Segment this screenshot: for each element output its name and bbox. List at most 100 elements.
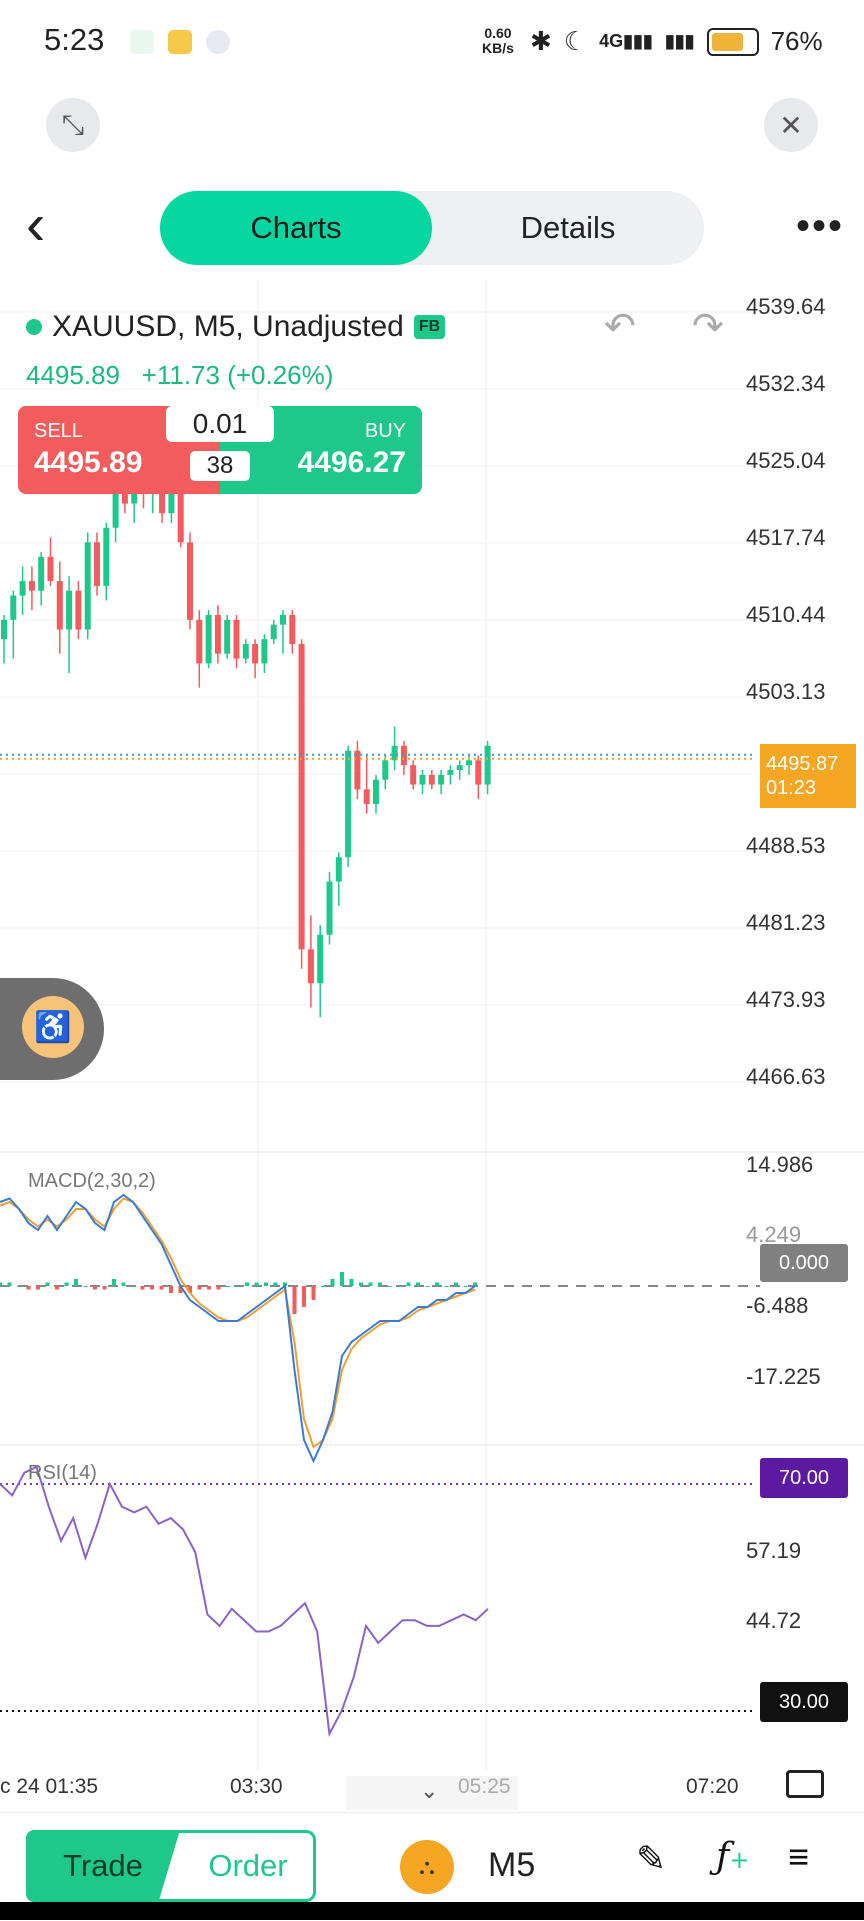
macd-axis-label: 14.986 (746, 1152, 814, 1177)
candle-body (280, 614, 286, 625)
pen-icon: ✎ (636, 1838, 667, 1879)
candle-body (159, 479, 166, 514)
status-bar: 5:23 0.60 KB/s ✱ ☾ 4G▮▮▮ ▮▮▮ 76% (0, 0, 864, 86)
candle-body (270, 624, 277, 640)
close-button[interactable]: ✕ (764, 98, 818, 152)
time-label: 05:25 (458, 1775, 511, 1798)
order-tab[interactable]: Order (208, 1848, 288, 1883)
indicator-button[interactable]: ƒ+ (716, 1836, 749, 1877)
more-button[interactable]: ••• (796, 206, 844, 246)
time-scroll-handle[interactable] (346, 1776, 518, 1810)
candle-body (112, 474, 119, 528)
candle-body (410, 765, 417, 785)
macd-label[interactable]: MACD(2,30,2) (28, 1170, 156, 1192)
macd-axis-label: -6.488 (746, 1293, 809, 1318)
instrument-header[interactable]: XAUUSD, M5, Unadjusted FB (26, 310, 446, 344)
candle-body (75, 590, 82, 630)
macd-histogram-bar (74, 1279, 78, 1286)
candle-body (317, 934, 324, 984)
rsi-axis-label: 57.19 (746, 1538, 802, 1563)
candle-body (19, 581, 26, 596)
market-open-icon (26, 319, 42, 335)
globe-notification-icon (206, 30, 230, 54)
macd-histogram-bar (121, 1282, 126, 1286)
candle-body (103, 527, 110, 586)
macd-histogram-bar (64, 1282, 69, 1286)
spread-badge: 38 (190, 451, 250, 481)
rsi-label[interactable]: RSI(14) (28, 1462, 97, 1484)
macd-histogram-bar (473, 1282, 477, 1286)
tab-charts[interactable]: Charts (160, 191, 432, 265)
macd-axis-label: 4.249 (746, 1222, 802, 1247)
macd-histogram-bar (7, 1282, 12, 1286)
candle-body (363, 789, 370, 804)
candle-body (345, 750, 352, 858)
chart-svg[interactable] (0, 280, 864, 1810)
candle-body (56, 581, 63, 630)
macd-histogram-bar (435, 1282, 439, 1286)
candle-body (38, 556, 45, 591)
candle-body (242, 644, 249, 659)
candle-body (335, 857, 342, 882)
drawing-tool-button[interactable]: ✎ (636, 1838, 666, 1880)
fullscreen-button[interactable] (786, 1770, 824, 1798)
trade-tab[interactable]: Trade (26, 1830, 180, 1902)
redo-button[interactable]: ↷ (692, 304, 724, 349)
rsi-upper-tag: 70.00 (760, 1458, 848, 1498)
macd-histogram-bar (93, 1286, 97, 1290)
macd-zero-tag: 0.000 (760, 1244, 848, 1282)
macd-histogram-bar (102, 1286, 107, 1290)
time-label: c 24 01:35 (0, 1775, 99, 1798)
candle-body (484, 745, 491, 785)
macd-histogram-bar (216, 1286, 221, 1290)
menu-button[interactable]: ≡ (788, 1836, 809, 1878)
price-label: 4466.63 (746, 1064, 826, 1089)
macd-histogram-bar (463, 1286, 468, 1287)
candle-body (94, 542, 100, 586)
close-icon: ✕ (779, 109, 803, 141)
candle-body (289, 614, 296, 645)
candle-body (177, 493, 184, 543)
lot-size-input[interactable]: 0.01 (166, 406, 274, 442)
macd-histogram-bar (264, 1282, 268, 1286)
macd-histogram-bar (55, 1286, 59, 1290)
price-label: 4488.53 (746, 833, 826, 858)
candle-body (373, 779, 379, 804)
candle-body (168, 493, 175, 514)
macd-histogram-bar (169, 1286, 173, 1293)
chevron-down-icon: ⌄ (420, 1778, 439, 1803)
minimize-button[interactable]: ⤡ (46, 98, 100, 152)
macd-histogram-bar (226, 1286, 230, 1287)
candle-body (252, 644, 259, 664)
macd-histogram-bar (140, 1286, 145, 1290)
undo-button[interactable]: ↶ (604, 304, 636, 349)
current-price-tag: 4495.87 01:23 (760, 744, 856, 808)
candle-body (261, 639, 268, 664)
net-speed-unit: KB/s (482, 40, 514, 56)
bag-notification-icon (168, 30, 192, 54)
candle-body (307, 949, 314, 984)
macd-histogram-bar (26, 1286, 31, 1290)
price-label: 4525.04 (746, 448, 826, 473)
candle-body (233, 619, 240, 659)
candle-body (466, 760, 472, 766)
macd-axis-label: -17.225 (746, 1364, 821, 1389)
bluetooth-icon: ✱ (530, 26, 552, 56)
plus-icon: + (729, 1846, 750, 1874)
macd-histogram-bar (340, 1272, 344, 1286)
undo-icon: ↶ (604, 306, 636, 348)
timeframe-selector[interactable]: M5 (488, 1846, 536, 1884)
price-label: 4532.34 (746, 371, 826, 396)
sell-price: 4495.89 (34, 446, 143, 479)
net-speed: 0.60 KB/s (482, 26, 514, 56)
macd-histogram-bar (359, 1282, 363, 1286)
candle-body (84, 542, 91, 630)
buy-price: 4496.27 (297, 446, 406, 479)
back-button[interactable]: ‹ (26, 196, 45, 254)
sell-label: SELL (34, 420, 83, 442)
battery-icon (706, 27, 759, 56)
indicator-library-button[interactable]: ⛬ (400, 1840, 454, 1894)
candle-body (47, 556, 54, 582)
tab-details[interactable]: Details (520, 210, 616, 245)
price-label: 4517.74 (746, 525, 826, 550)
